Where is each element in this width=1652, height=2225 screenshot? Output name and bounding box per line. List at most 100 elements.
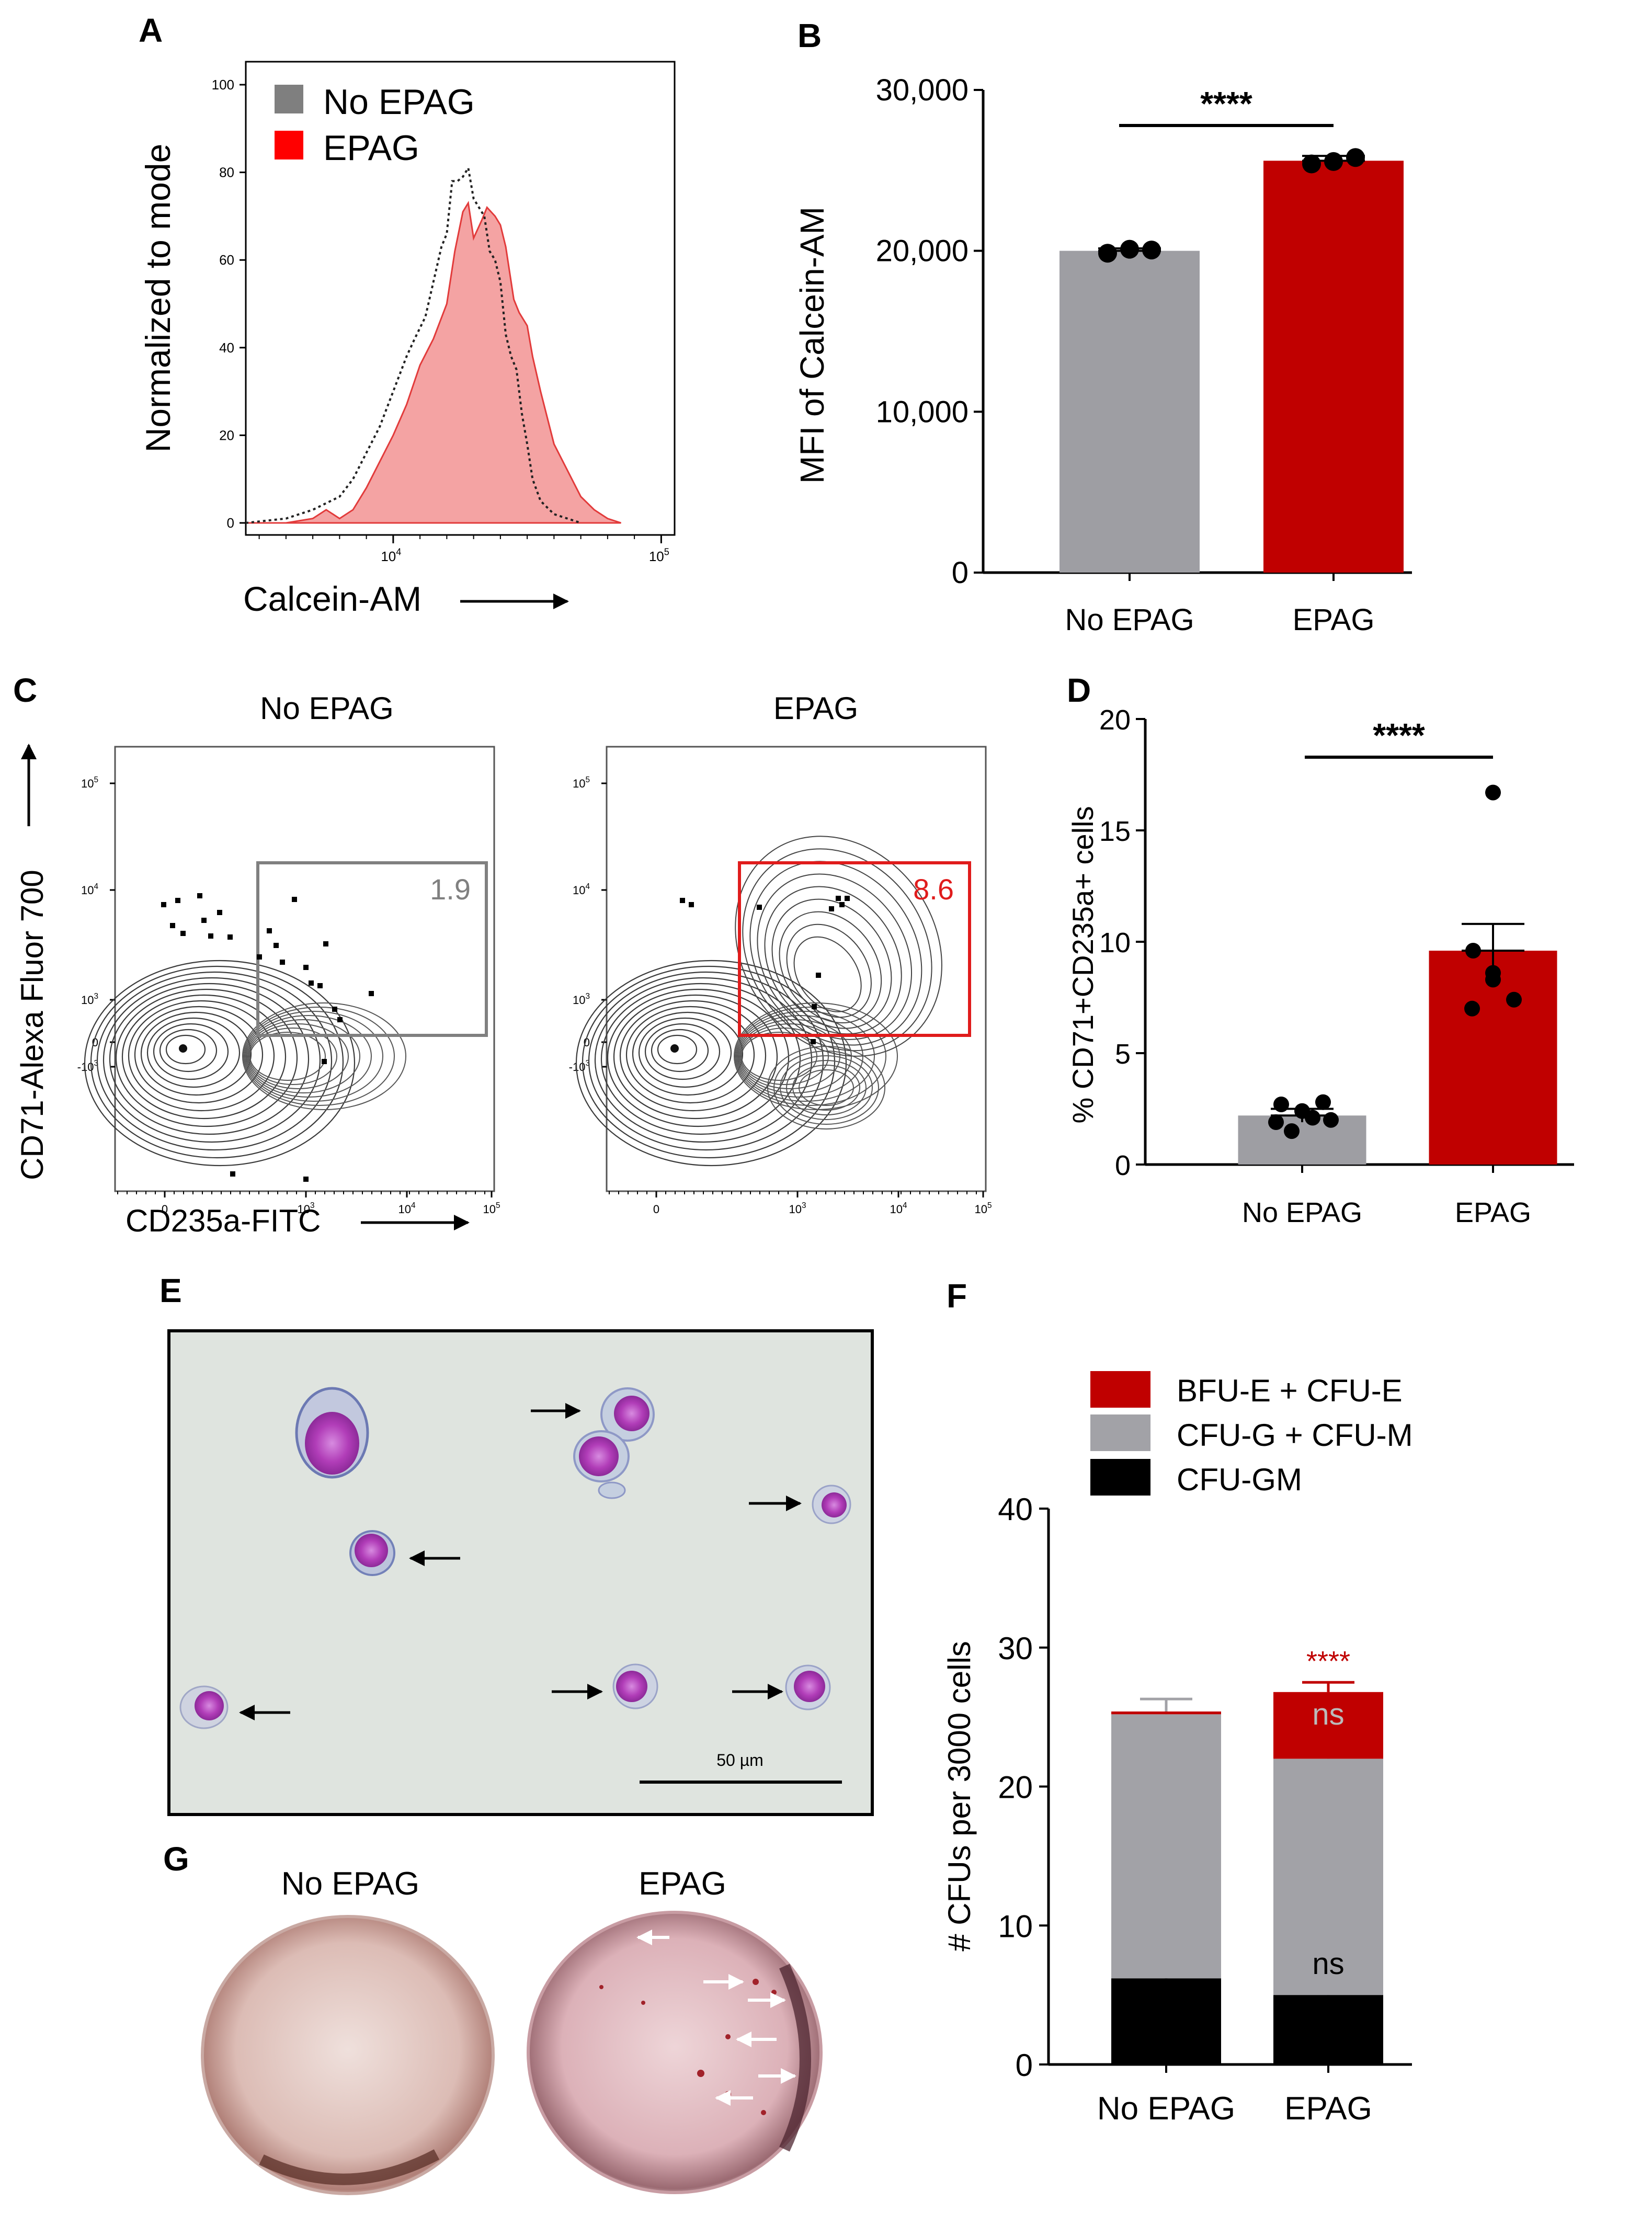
- panel-d-chart: 0 5 10 15 20 No EPAG EPAG ****: [1099, 704, 1574, 1228]
- density-contour: [96, 971, 333, 1151]
- density-contour: [140, 1011, 252, 1096]
- event-dot: [829, 906, 834, 911]
- density-contour: [792, 1065, 860, 1111]
- event-dot: [323, 941, 328, 946]
- cell-nucleus: [614, 1396, 650, 1431]
- data-point: [1346, 148, 1365, 167]
- y-tick-label: 20: [1099, 704, 1131, 736]
- legend-swatch-cfu-gm-mix: [1090, 1414, 1150, 1451]
- y-tick-label: 10: [998, 1909, 1033, 1944]
- legend-swatch-no-epag: [275, 85, 303, 113]
- density-contour: [757, 873, 913, 1040]
- panel-label-a: A: [139, 12, 163, 49]
- density-contour: [84, 960, 356, 1167]
- panel-g-label-epag: EPAG: [639, 1866, 726, 1902]
- density-contour: [735, 1007, 886, 1106]
- density-contour: [771, 898, 892, 1029]
- y-tick-label: 0: [1115, 1150, 1131, 1181]
- density-contour: [625, 1006, 755, 1104]
- density-contour: [121, 994, 287, 1120]
- colony-dots: [599, 1979, 777, 2115]
- cell-nucleus: [579, 1436, 619, 1476]
- petri-dish-epag: [527, 1911, 823, 2194]
- density-contour: [739, 1023, 840, 1089]
- dish-rim-shadow: [259, 2149, 440, 2185]
- ns-label: ns: [1312, 1697, 1344, 1731]
- plot-frame: [114, 746, 495, 1192]
- density-contour: [741, 1032, 817, 1081]
- density-peak: [179, 1044, 187, 1053]
- density-contour: [736, 1011, 875, 1102]
- legend-swatch-bfu-e: [1090, 1371, 1150, 1408]
- data-point: [1305, 1110, 1320, 1126]
- density-contour: [607, 988, 790, 1127]
- density-peak: [670, 1044, 679, 1053]
- epag-histogram: [246, 200, 621, 524]
- density-contour: [102, 977, 321, 1143]
- x-tick-label: No EPAG: [1242, 1197, 1362, 1228]
- panel-c-xlabel: CD235a-FITC: [126, 1203, 321, 1238]
- y-tick-label: 0: [952, 556, 969, 590]
- data-point: [1464, 1000, 1480, 1017]
- density-contour: [249, 1032, 326, 1081]
- x-tick-label: EPAG: [1455, 1197, 1531, 1228]
- panel-b-ylabel: MFI of Calcein-AM: [793, 207, 831, 484]
- bar: [1238, 1115, 1366, 1165]
- event-dot: [836, 896, 841, 901]
- density-contour: [657, 1034, 698, 1065]
- event-dot: [201, 918, 207, 923]
- y-tick-label: 105: [573, 775, 590, 790]
- cell-nucleus: [616, 1671, 647, 1702]
- gate-percentage: 1.9: [430, 873, 471, 906]
- legend-swatch-epag: [275, 131, 303, 159]
- event-dot: [816, 973, 821, 978]
- data-point: [1284, 1123, 1300, 1139]
- cell-nucleus: [195, 1691, 224, 1720]
- plot-frame: [606, 746, 987, 1192]
- event-dot: [180, 931, 186, 936]
- density-contour: [779, 911, 882, 1023]
- significance-label: ****: [1373, 716, 1425, 754]
- event-dot: [680, 898, 685, 903]
- event-dot: [839, 902, 845, 907]
- event-dot: [292, 897, 297, 902]
- event-dot: [175, 898, 180, 903]
- dish-arrows: [636, 1930, 796, 2106]
- density-contour: [780, 1055, 873, 1120]
- panel-f: F BFU-E + CFU-E CFU-G + CFU-M CFU-GM 0 10…: [942, 1277, 1413, 2127]
- density-contour: [638, 1017, 732, 1088]
- y-tick-label: 104: [573, 882, 590, 897]
- density-contour: [799, 1069, 854, 1106]
- gate-rectangle: [256, 861, 488, 1037]
- event-dot: [208, 933, 213, 939]
- panel-label-b: B: [797, 17, 822, 54]
- density-contour: [600, 983, 801, 1135]
- panel-c: C No EPAG EPAG -103 0 103 104 105 0 103 104 105 1…: [13, 671, 992, 1238]
- panel-a-xlabel: Calcein-AM: [243, 579, 421, 618]
- event-dot: [309, 980, 314, 986]
- density-contour: [594, 977, 813, 1143]
- event-dot: [257, 954, 262, 960]
- data-point: [1485, 965, 1501, 981]
- y-tick-label: -103: [77, 1059, 98, 1074]
- y-tick-label: 20: [219, 427, 234, 443]
- event-dot: [811, 1039, 816, 1044]
- density-contour: [153, 1023, 229, 1080]
- density-contour: [582, 965, 836, 1159]
- panel-f-ylabel: # CFUs per 3000 cells: [942, 1641, 977, 1952]
- y-tick-label: 0: [227, 515, 234, 531]
- density-contour: [165, 1034, 206, 1065]
- data-point: [1324, 152, 1343, 171]
- y-tick-label: 30: [998, 1631, 1033, 1666]
- panel-label-d: D: [1067, 671, 1091, 709]
- y-tick-label: 40: [998, 1492, 1033, 1527]
- event-dot: [303, 965, 309, 970]
- density-contour: [109, 983, 310, 1135]
- significance-label: ****: [1306, 1646, 1350, 1677]
- stacked-bar-segment: [1111, 1714, 1221, 1979]
- event-dot: [845, 896, 850, 901]
- density-contour: [90, 965, 344, 1159]
- bar: [1263, 161, 1404, 573]
- y-tick-label: 0: [584, 1036, 590, 1049]
